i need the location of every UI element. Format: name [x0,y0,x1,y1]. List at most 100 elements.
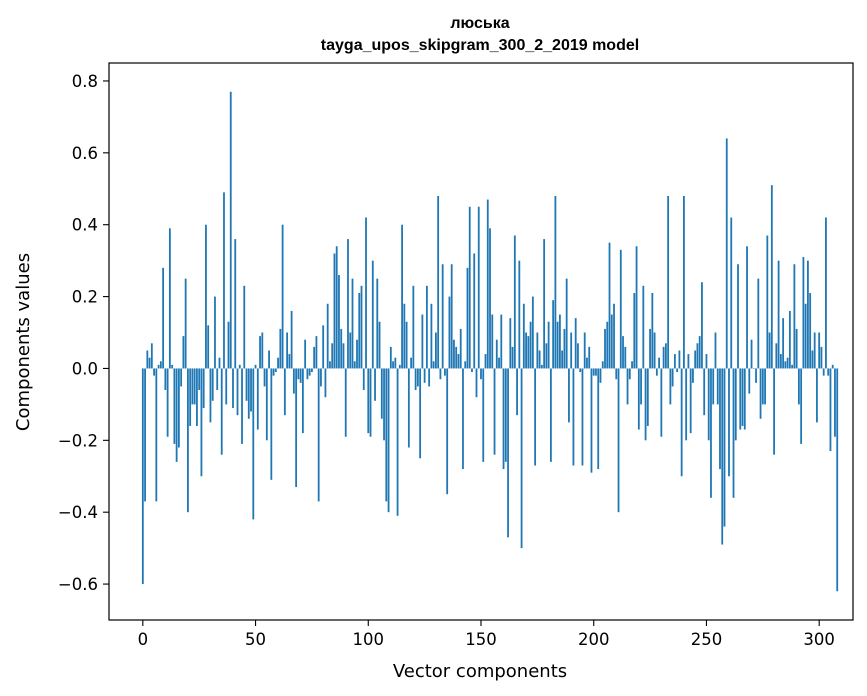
x-tick-label: 200 [578,630,610,649]
bar [387,368,390,513]
bar [755,368,757,383]
bar [141,368,144,585]
bar [385,368,388,502]
bar [353,361,356,369]
bar [342,343,345,369]
bar [590,368,593,473]
bar [561,350,564,369]
bar [464,361,467,369]
bar [457,354,460,369]
bar [829,368,832,452]
bar [658,357,661,369]
bar [214,296,216,369]
bar [410,357,413,369]
bar [333,253,336,369]
bar [719,368,721,470]
bar [448,296,451,369]
bar [407,368,410,448]
bar [270,368,273,480]
bar [493,368,496,455]
bar [295,368,298,488]
bar [520,368,523,549]
y-tick-label: −0.6 [58,575,98,594]
bar [367,368,370,434]
bar [475,368,478,398]
bar [446,368,449,495]
bar [504,368,507,462]
bar [797,368,800,405]
bar [599,368,602,383]
bar [362,368,365,391]
x-tick-label: 100 [353,630,385,649]
bar [462,368,464,470]
bar [583,332,586,369]
bar [477,206,480,369]
y-tick-label: −0.4 [58,503,98,522]
bar [572,368,575,466]
bar [279,328,282,369]
bar [482,368,485,462]
bar [795,328,798,369]
bar [707,368,710,441]
bar [588,346,591,369]
bar [261,332,264,369]
bar [628,368,631,380]
bar [782,318,785,369]
bar [543,239,546,369]
bar [509,318,512,369]
bar [241,368,243,444]
bar [146,350,149,369]
bar [304,339,307,369]
bar [220,368,223,455]
bar [549,368,552,462]
bar [252,368,255,520]
bar [622,336,624,369]
bar [513,235,516,369]
bar [712,368,715,405]
bar [667,195,670,369]
bar [511,346,514,369]
bar [168,228,171,369]
bar [640,368,642,405]
bar [664,343,667,369]
bar [746,246,748,369]
bar [468,206,471,369]
bar [721,368,724,545]
bar [793,264,796,369]
bar [649,328,651,369]
bar [802,257,805,369]
bar [306,368,309,380]
y-tick-label: −0.2 [58,431,98,450]
bar [207,325,210,369]
bar [669,368,672,405]
bar [484,354,487,369]
bar [761,368,764,405]
bar [522,303,525,369]
bar [182,336,185,369]
bar [615,368,618,380]
bar [725,138,728,369]
bar [633,292,636,369]
bar [335,246,338,369]
bar [728,368,730,477]
bar [527,336,530,369]
bar [329,361,331,369]
bar [680,368,683,477]
bar [807,260,809,369]
bar [380,368,383,419]
bar [322,325,325,369]
bar [243,285,246,369]
y-tick-label: 0.0 [72,359,98,378]
bar [378,321,381,369]
y-tick-label: 0.4 [72,216,98,235]
bar [376,278,379,369]
bar [698,336,701,369]
x-tick-label: 150 [465,630,497,649]
bar [153,368,155,376]
bar [459,328,462,369]
bar [265,368,268,441]
bar [626,368,629,405]
bar [703,368,706,416]
bar [441,264,444,369]
bar [637,368,640,430]
